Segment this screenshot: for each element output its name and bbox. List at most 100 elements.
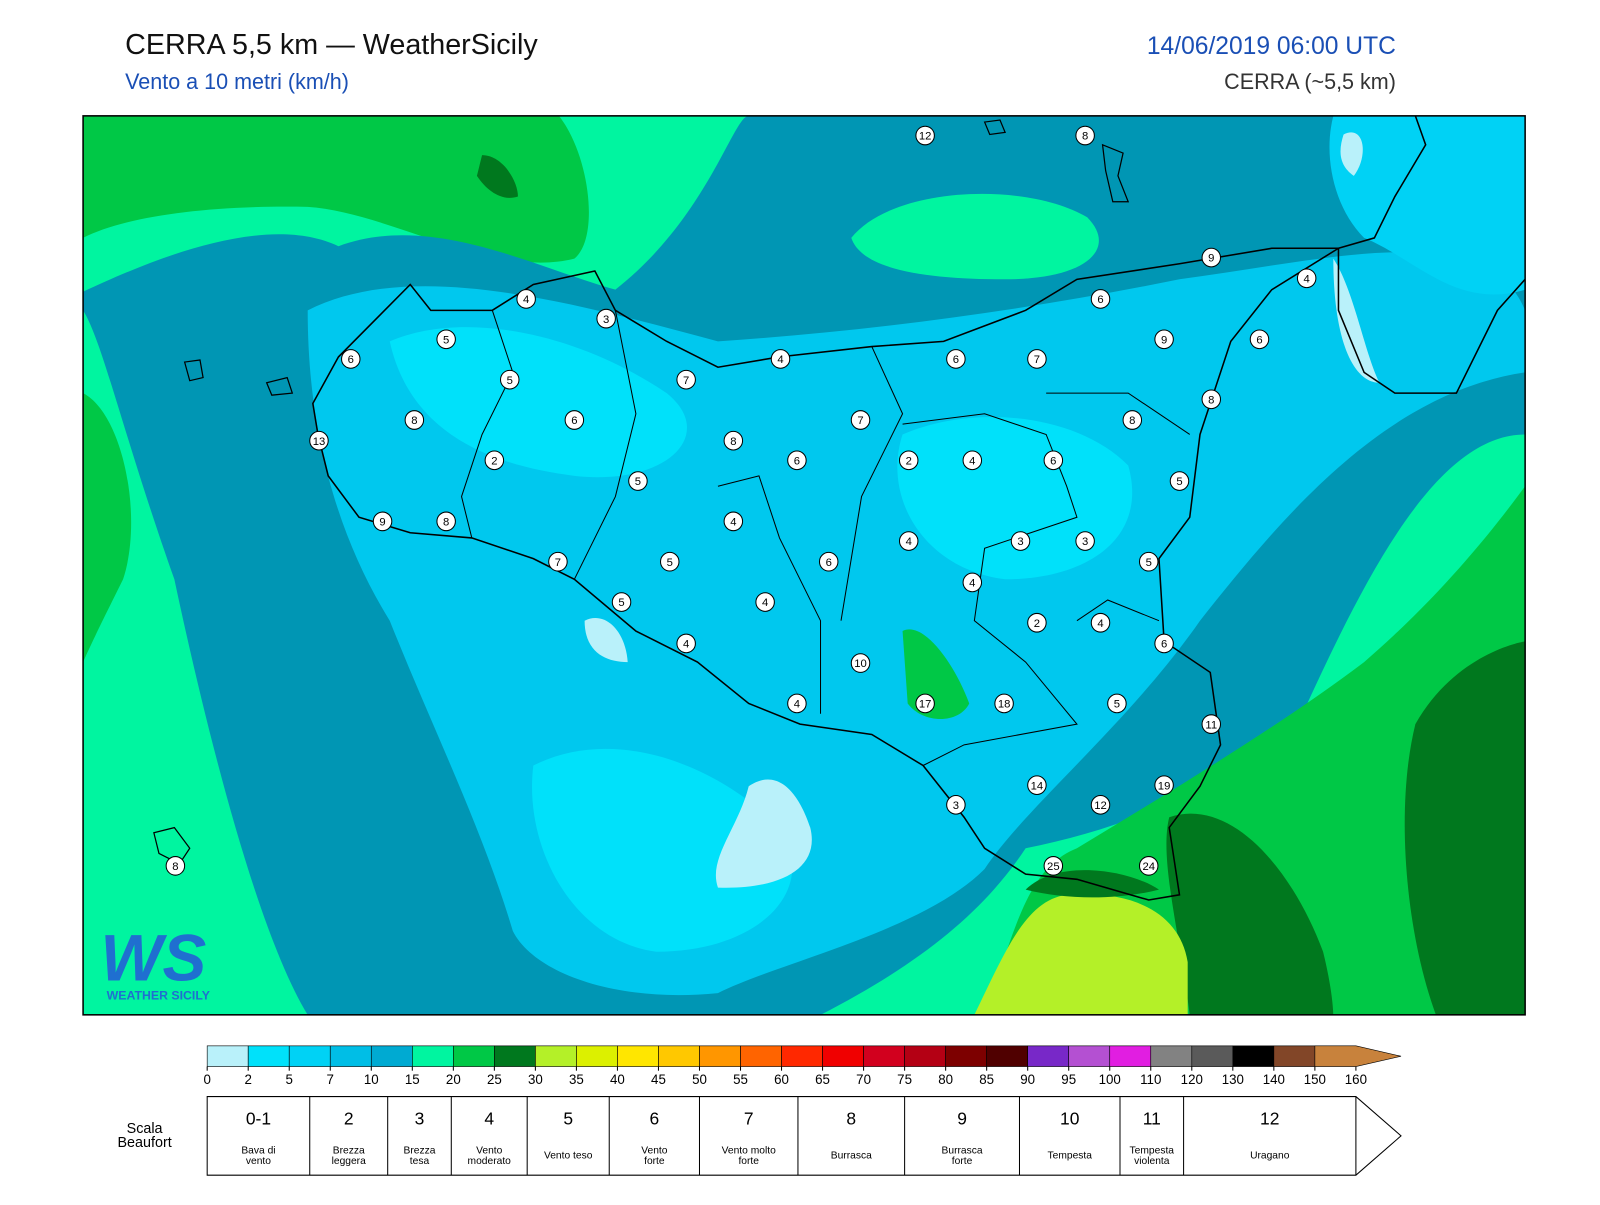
colorbar-cell — [904, 1045, 946, 1067]
station-value: 6 — [1050, 455, 1056, 467]
colorbar-cell — [247, 1045, 290, 1067]
field — [1340, 132, 1363, 176]
station-value: 7 — [683, 375, 689, 387]
colorbar-tick-label: 30 — [528, 1072, 543, 1087]
station-marker — [165, 856, 186, 876]
beaufort-number: 2 — [344, 1108, 354, 1128]
colorbar-tick-label: 25 — [487, 1072, 502, 1087]
station-value: 6 — [1097, 294, 1103, 306]
colorbar-cell — [781, 1045, 823, 1067]
beaufort-desc: forte — [738, 1156, 759, 1167]
station-value: 14 — [1031, 780, 1044, 792]
colorbar-cell — [535, 1045, 577, 1067]
colorbar-tick-label: 5 — [286, 1072, 293, 1087]
beaufort-desc: Vento — [641, 1145, 667, 1156]
station-marker — [596, 308, 616, 329]
field — [897, 417, 1133, 580]
station-value: 6 — [826, 557, 832, 569]
station-value: 3 — [1017, 536, 1023, 548]
beaufort-desc: leggera — [332, 1156, 366, 1167]
beaufort-number: 12 — [1260, 1108, 1279, 1128]
beaufort-desc: Vento molto — [722, 1145, 776, 1156]
beaufort-desc: Burrasca — [942, 1145, 983, 1156]
colorbar-cell — [411, 1045, 454, 1067]
beaufort-desc: violenta — [1134, 1156, 1170, 1167]
station-marker — [1138, 856, 1159, 876]
station-marker — [1090, 795, 1111, 815]
beaufort-number: 8 — [846, 1108, 856, 1128]
field — [1166, 813, 1334, 1015]
beaufort-number: 4 — [484, 1108, 494, 1128]
station-marker — [850, 410, 871, 430]
station-value: 18 — [998, 699, 1011, 711]
station-value: 3 — [953, 800, 959, 812]
station-value: 9 — [1161, 334, 1167, 346]
colorbar-tick-label: 15 — [405, 1072, 420, 1087]
station-marker — [436, 329, 456, 350]
station-marker — [676, 633, 696, 654]
colorbar-tick-label: 35 — [569, 1072, 584, 1087]
station-value: 8 — [1208, 394, 1214, 406]
beaufort-desc: Burrasca — [831, 1151, 872, 1162]
colorbar-tick-label: 55 — [733, 1072, 748, 1087]
colorbar-tick-label: 0 — [203, 1072, 210, 1087]
station-marker — [611, 592, 632, 612]
station-value: 4 — [523, 294, 529, 306]
colorbar-arrow — [1314, 1045, 1402, 1067]
station-marker — [1043, 856, 1064, 876]
station-marker — [898, 531, 919, 551]
beaufort-desc: Tempesta — [1130, 1145, 1175, 1156]
colorbar-cell — [1068, 1045, 1111, 1067]
beaufort-label: Scala — [127, 1121, 164, 1137]
map-frame — [82, 115, 1526, 1016]
beaufort-number: 9 — [957, 1108, 967, 1128]
station-value: 6 — [794, 455, 800, 467]
station-value: 5 — [1146, 557, 1152, 569]
station-value: 2 — [491, 455, 497, 467]
field — [715, 779, 812, 888]
beaufort-number: 5 — [563, 1108, 573, 1128]
colorbar-tick-label: 160 — [1345, 1072, 1367, 1087]
station-marker — [787, 450, 807, 471]
colorbar-tick-label: 120 — [1181, 1072, 1203, 1087]
date: 14/06/2019 06:00 UTC — [1147, 33, 1396, 60]
station-value: 8 — [730, 436, 736, 448]
station-marker — [1201, 247, 1222, 268]
station-marker — [1107, 693, 1127, 714]
colorbar-cell — [288, 1045, 331, 1067]
station-value: 5 — [1176, 476, 1182, 488]
station-value: 4 — [969, 578, 975, 590]
colorbar-cell — [1232, 1045, 1275, 1067]
colorbar-tick-label: 80 — [938, 1072, 953, 1087]
station-value: 8 — [1129, 415, 1135, 427]
colorbar-cell — [1273, 1045, 1316, 1067]
field — [83, 393, 132, 663]
beaufort-desc: vento — [246, 1156, 271, 1167]
colorbar-cell — [740, 1045, 782, 1067]
station-marker — [1027, 349, 1047, 369]
island — [153, 119, 1130, 865]
colorbar-tick-label: 140 — [1263, 1072, 1285, 1087]
station-value: 4 — [906, 536, 912, 548]
station-marker — [676, 369, 696, 390]
station-value: 7 — [857, 415, 863, 427]
station-marker — [309, 430, 329, 451]
station-marker — [1154, 329, 1174, 350]
station-value: 12 — [919, 131, 932, 143]
colorbar-cell — [494, 1045, 536, 1067]
beaufort-desc: forte — [952, 1156, 973, 1167]
station-marker — [994, 693, 1014, 714]
beaufort-desc: Brezza — [404, 1145, 436, 1156]
colorbar-tick-label: 7 — [327, 1072, 334, 1087]
beaufort-desc: tesa — [410, 1156, 430, 1167]
station-value: 19 — [1158, 780, 1171, 792]
colorbar-tick-label: 95 — [1061, 1072, 1076, 1087]
colorbar-cell — [329, 1045, 372, 1067]
station-value: 5 — [618, 597, 624, 609]
colorbar-cell — [1027, 1045, 1070, 1067]
beaufort-desc: Tempesta — [1048, 1151, 1093, 1162]
station-value: 4 — [730, 516, 736, 528]
